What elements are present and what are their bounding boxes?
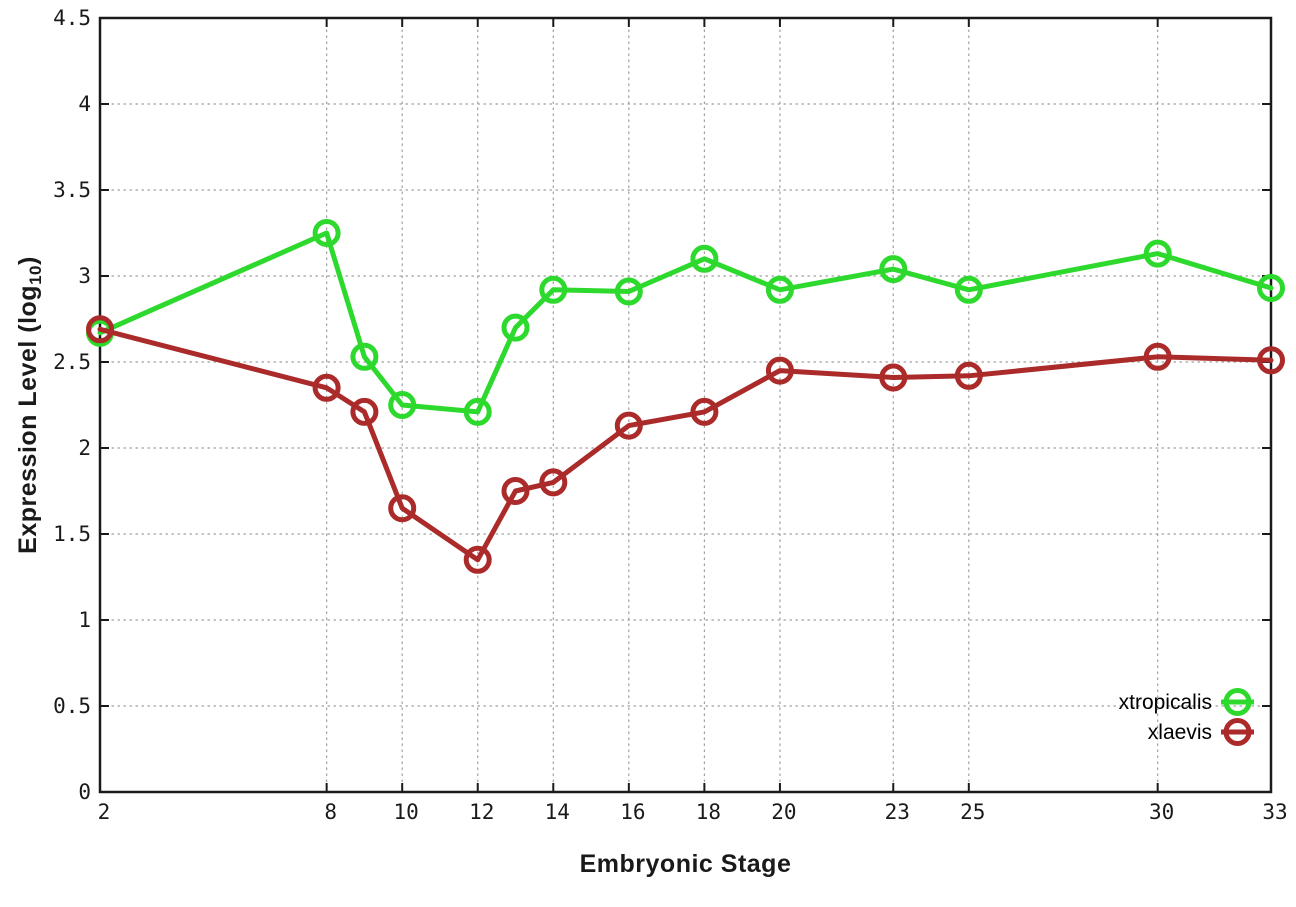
- data-point-marker-xlaevis: [614, 411, 643, 440]
- data-point-marker-xtropicalis: [388, 391, 417, 419]
- x-tick-label: 33: [1262, 800, 1287, 824]
- data-point-marker-xlaevis: [954, 361, 983, 390]
- legend-sample-marker: [1223, 688, 1252, 716]
- data-point-marker-xlaevis: [539, 468, 568, 497]
- data-point-marker-xlaevis: [463, 545, 492, 574]
- data-point-marker-xlaevis: [1143, 342, 1172, 371]
- y-axis-title: Expression Level (log10): [14, 256, 46, 554]
- data-point-marker-xtropicalis: [690, 244, 719, 273]
- data-point-marker-xlaevis: [388, 494, 417, 523]
- data-point-marker-xlaevis: [690, 397, 719, 426]
- x-tick-label: 8: [324, 800, 337, 824]
- y-tick-label: 0.5: [53, 694, 91, 718]
- legend-sample-marker: [1223, 718, 1252, 746]
- y-tick-label: 1: [78, 608, 91, 632]
- x-tick-label: 18: [696, 800, 721, 824]
- x-tick-label: 16: [620, 800, 645, 824]
- data-point-marker-xtropicalis: [501, 313, 530, 342]
- y-tick-labels: 0 0.5 1 1.5 2 2.5 3 3.5 4 4.5: [53, 6, 91, 804]
- y-axis-title-subscript: 10: [25, 264, 45, 285]
- y-axis-title-text: Expression Level (log: [14, 284, 43, 554]
- data-point-marker-xtropicalis: [614, 277, 643, 306]
- data-point-marker-xtropicalis: [1257, 274, 1285, 302]
- legend-entry-xtropicalis: xtropicalis: [1119, 688, 1254, 716]
- data-point-marker-xlaevis: [879, 363, 908, 392]
- data-point-marker-xlaevis: [1257, 346, 1285, 375]
- y-tick-label: 2: [78, 436, 91, 460]
- x-tick-label: 25: [960, 800, 985, 824]
- x-tick-labels: 2 8 10 12 14 16 18 20 23 25 30 33: [98, 800, 1288, 824]
- y-axis-title-suffix: ): [14, 256, 43, 265]
- data-point-marker-xlaevis: [765, 356, 794, 385]
- x-tick-label: 12: [469, 800, 494, 824]
- data-point-marker-xtropicalis: [879, 255, 908, 284]
- legend-entry-xlaevis: xlaevis: [1148, 718, 1254, 746]
- y-tick-label: 0: [78, 780, 91, 804]
- x-tick-label: 14: [545, 800, 570, 824]
- data-point-marker-xlaevis: [86, 315, 114, 344]
- x-tick-label: 30: [1149, 800, 1174, 824]
- legend-label: xtropicalis: [1119, 691, 1212, 714]
- y-tick-label: 2.5: [53, 350, 91, 374]
- x-tick-label: 23: [885, 800, 910, 824]
- y-tick-label: 4.5: [53, 6, 91, 30]
- y-tick-label: 3: [78, 264, 91, 288]
- data-point-marker-xtropicalis: [539, 275, 568, 304]
- x-axis-title: Embryonic Stage: [579, 850, 792, 878]
- data-point-marker-xlaevis: [312, 373, 341, 402]
- series-xlaevis: [86, 315, 1285, 574]
- data-point-marker-xtropicalis: [765, 275, 794, 304]
- plot-border: [98, 16, 1273, 794]
- data-point-marker-xtropicalis: [350, 342, 379, 371]
- data-point-marker-xlaevis: [350, 397, 379, 426]
- data-point-marker-xtropicalis: [312, 219, 341, 247]
- legend: xtropicalis xlaevis: [1119, 688, 1254, 746]
- y-tick-label: 4: [78, 92, 91, 116]
- x-tick-label: 20: [771, 800, 796, 824]
- y-tick-label: 1.5: [53, 522, 91, 546]
- data-point-marker-xlaevis: [501, 477, 530, 505]
- data-point-marker-xtropicalis: [463, 397, 492, 426]
- legend-label: xlaevis: [1148, 721, 1212, 744]
- x-tick-label: 10: [394, 800, 419, 824]
- x-tick-label: 2: [98, 800, 111, 824]
- data-point-marker-xtropicalis: [954, 275, 983, 304]
- y-tick-label: 3.5: [53, 178, 91, 202]
- data-point-marker-xtropicalis: [1143, 239, 1172, 268]
